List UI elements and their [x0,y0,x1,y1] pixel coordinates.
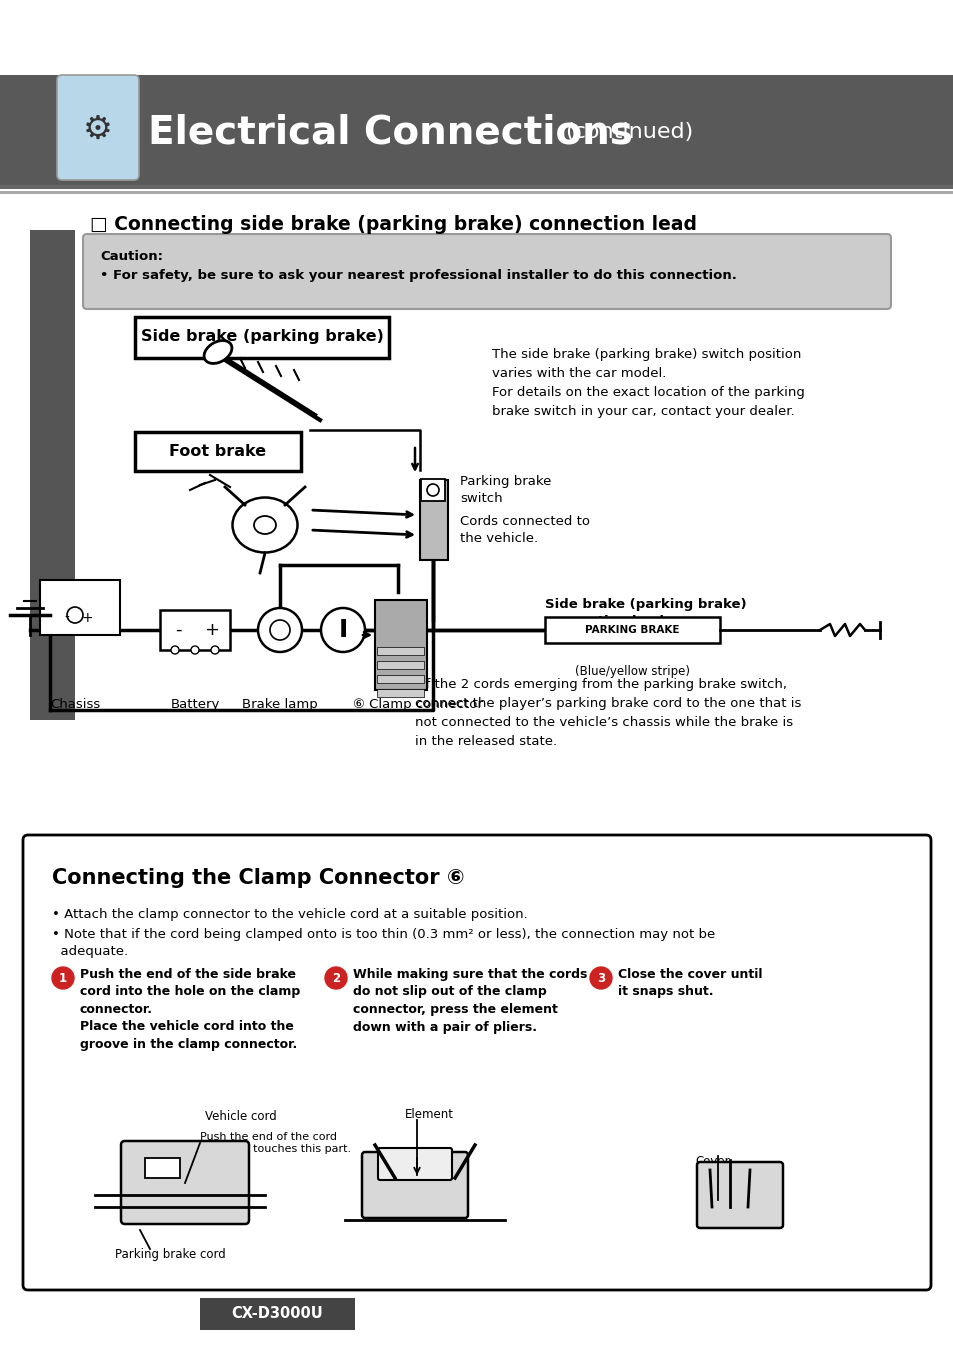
Text: Cover: Cover [695,1155,729,1169]
Text: +: + [81,611,92,626]
FancyBboxPatch shape [135,317,389,358]
Bar [376,661,423,669]
Bar [0,76,953,185]
Circle shape [211,646,219,654]
Text: Side brake (parking brake)
connection lead: Side brake (parking brake) connection le… [544,598,746,628]
Text: Chasiss: Chasiss [50,698,100,711]
Text: Brake lamp: Brake lamp [242,698,317,711]
Bar [0,190,953,195]
Text: Battery: Battery [171,698,219,711]
Circle shape [171,646,179,654]
FancyBboxPatch shape [121,1142,249,1224]
Text: -: - [174,621,181,639]
Ellipse shape [233,497,297,553]
Circle shape [589,967,612,989]
Bar [0,185,953,189]
Circle shape [52,967,74,989]
Text: Caution:: Caution: [100,250,163,263]
Text: varies with the car model.: varies with the car model. [492,367,666,380]
Text: (continued): (continued) [564,122,693,142]
Text: Side brake (parking brake): Side brake (parking brake) [140,330,383,345]
Text: Push the end of the cord
in until it touches this part.: Push the end of the cord in until it tou… [200,1132,351,1154]
Circle shape [270,620,290,640]
Text: Cords connected to
the vehicle.: Cords connected to the vehicle. [459,515,589,544]
Text: Element: Element [405,1108,454,1121]
Bar [145,1158,180,1178]
Text: The side brake (parking brake) switch position: The side brake (parking brake) switch po… [492,349,801,361]
FancyBboxPatch shape [135,432,301,471]
Text: Parking brake
switch: Parking brake switch [459,476,551,505]
Bar [40,580,120,635]
Text: • Note that if the cord being clamped onto is too thin (0.3 mm² or less), the co: • Note that if the cord being clamped on… [52,928,715,958]
Ellipse shape [204,340,232,363]
Text: Connecting the Clamp Connector ⑥: Connecting the Clamp Connector ⑥ [52,867,464,888]
Circle shape [325,967,347,989]
Text: □ Connecting side brake (parking brake) connection lead: □ Connecting side brake (parking brake) … [90,215,697,234]
FancyBboxPatch shape [23,835,930,1290]
Bar [376,676,423,684]
Text: • For safety, be sure to ask your nearest professional installer to do this conn: • For safety, be sure to ask your neares… [100,269,736,282]
Text: -: - [65,611,70,626]
Bar [419,480,448,561]
Text: ⑥ Clamp connector: ⑥ Clamp connector [353,698,482,711]
Text: Vehicle cord: Vehicle cord [205,1111,276,1123]
Circle shape [67,607,83,623]
Ellipse shape [253,516,275,534]
Circle shape [257,608,302,653]
Text: (Blue/yellow stripe): (Blue/yellow stripe) [575,665,689,678]
Text: Of the 2 cords emerging from the parking brake switch,
connect the player’s park: Of the 2 cords emerging from the parking… [415,678,801,748]
Bar [200,1298,355,1329]
Text: For details on the exact location of the parking: For details on the exact location of the… [492,386,804,399]
Text: Push the end of the side brake
cord into the hole on the clamp
connector.
Place : Push the end of the side brake cord into… [80,969,300,1051]
Text: Electrical Connections: Electrical Connections [148,113,632,151]
FancyBboxPatch shape [361,1152,468,1219]
Text: 2: 2 [332,971,339,985]
Text: Foot brake: Foot brake [170,444,266,459]
Text: ⚙: ⚙ [83,113,112,146]
FancyBboxPatch shape [57,76,139,180]
Bar [376,689,423,697]
Bar [376,647,423,655]
Text: I: I [338,617,347,642]
Text: brake switch in your car, contact your dealer.: brake switch in your car, contact your d… [492,405,794,417]
Text: Parking brake cord: Parking brake cord [115,1248,226,1260]
Circle shape [427,484,438,496]
FancyBboxPatch shape [377,1148,452,1179]
FancyBboxPatch shape [420,480,444,501]
Text: While making sure that the cords
do not slip out of the clamp
connector, press t: While making sure that the cords do not … [353,969,587,1034]
Circle shape [320,608,365,653]
Bar [544,617,720,643]
Circle shape [191,646,199,654]
Text: +: + [204,621,219,639]
Text: CX-D3000U: CX-D3000U [231,1306,322,1321]
Text: Close the cover until
it snaps shut.: Close the cover until it snaps shut. [618,969,761,998]
Text: 1: 1 [59,971,67,985]
FancyBboxPatch shape [697,1162,782,1228]
Bar [160,611,230,650]
Text: 3: 3 [597,971,604,985]
Text: • Attach the clamp connector to the vehicle cord at a suitable position.: • Attach the clamp connector to the vehi… [52,908,527,921]
Text: PARKING BRAKE: PARKING BRAKE [584,626,679,635]
Bar [375,600,427,690]
FancyBboxPatch shape [83,234,890,309]
Bar [30,230,75,720]
